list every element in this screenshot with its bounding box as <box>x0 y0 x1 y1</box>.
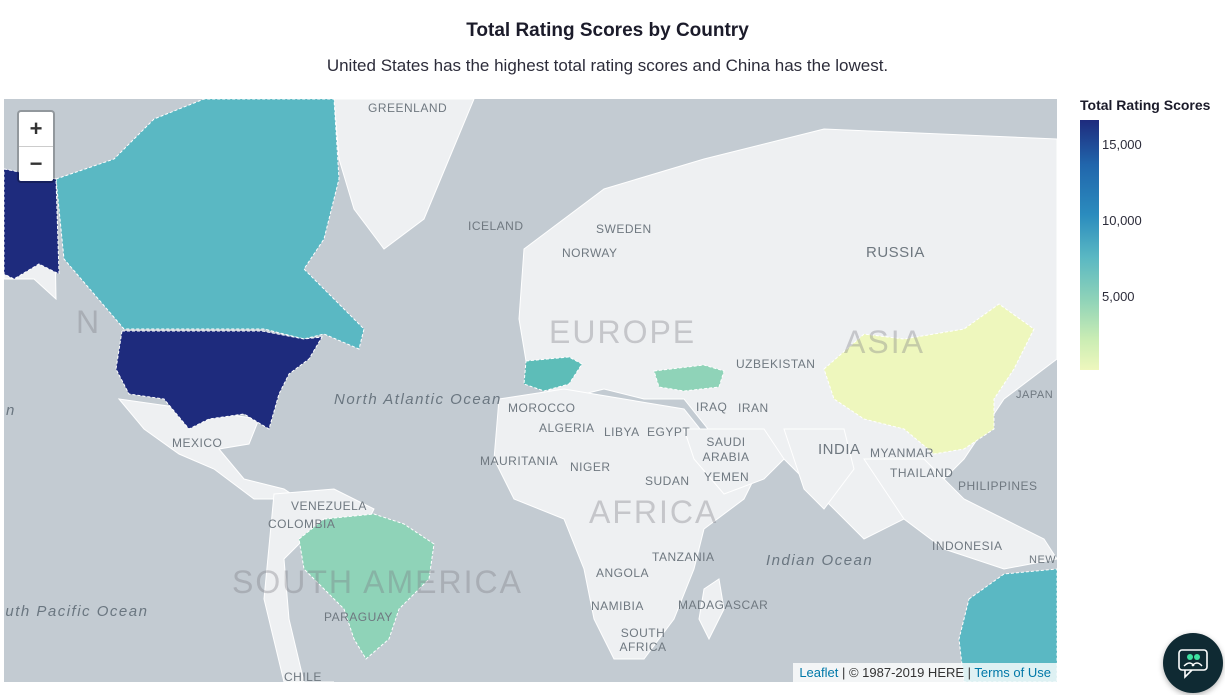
map-label-uzbekistan: UZBEKISTAN <box>736 357 816 371</box>
chart-title: Total Rating Scores by Country <box>466 20 749 41</box>
map-label-philippines: PHILIPPINES <box>958 479 1038 493</box>
terms-of-use-link[interactable]: Terms of Use <box>974 665 1051 680</box>
zoom-in-button[interactable]: + <box>29 116 43 141</box>
map-label-iran: IRAN <box>738 401 769 415</box>
chart-subtitle: United States has the highest total rati… <box>326 56 889 75</box>
map-label-colombia: COLOMBIA <box>268 517 336 531</box>
map-label-india: INDIA <box>818 441 861 458</box>
world-map[interactable]: + − N EUROPE ASIA AFRICA SOUTH AMERICA G… <box>4 99 1057 682</box>
south-america-north-shape <box>263 488 375 682</box>
map-label-norway: NORWAY <box>562 246 618 260</box>
canada-shape <box>55 99 365 350</box>
map-label-asia: ASIA <box>844 324 925 360</box>
map-label-greenland: GREENLAND <box>368 101 448 115</box>
map-label-sudan: SUDAN <box>645 474 690 488</box>
map-label-saudi-arabia: SAUDI ARABIA <box>702 435 750 464</box>
legend-tick-10000: 10,000 <box>1102 213 1142 228</box>
map-label-russia: RUSSIA <box>866 244 925 261</box>
leaflet-link[interactable]: Leaflet <box>799 665 839 680</box>
map-label-algeria: ALGERIA <box>539 421 595 435</box>
zoom-control: + − <box>17 110 55 183</box>
map-label-mauritania: MAURITANIA <box>480 454 559 468</box>
map-label-left-fragment: n <box>6 402 16 419</box>
australia-shape <box>958 568 1057 682</box>
map-label-angola: ANGOLA <box>596 566 650 580</box>
zoom-out-button[interactable]: − <box>19 146 53 181</box>
india-shape <box>783 428 855 510</box>
attribution-copyright: | © 1987-2019 HERE | <box>838 665 975 680</box>
alaska-us-shape <box>4 168 60 280</box>
legend-color-scale <box>1080 120 1099 370</box>
chat-support-icon <box>1178 649 1208 679</box>
map-label-indian-ocean: Indian Ocean <box>766 552 874 569</box>
map-label-new-fragment: NEW <box>1029 554 1057 566</box>
map-label-africa: AFRICA <box>589 494 719 530</box>
legend-title: Total Rating Scores <box>1080 97 1211 113</box>
chat-support-button[interactable] <box>1163 633 1223 693</box>
united-states-shape <box>115 330 323 430</box>
map-label-mexico: MEXICO <box>172 436 223 450</box>
map-label-chile: CHILE <box>284 670 322 682</box>
legend-tick-5000: 5,000 <box>1102 289 1135 304</box>
map-label-morocco: MOROCCO <box>508 401 576 415</box>
map-label-north-america-fragment: N <box>76 304 102 340</box>
map-label-japan: JAPAN <box>1016 389 1054 401</box>
map-label-yemen: YEMEN <box>704 470 750 484</box>
map-svg <box>4 99 1057 682</box>
map-label-thailand: THAILAND <box>890 466 954 480</box>
arabia-shape <box>683 428 785 495</box>
map-label-venezuela: VENEZUELA <box>291 499 367 513</box>
map-label-niger: NIGER <box>570 460 611 474</box>
brazil-shape <box>298 513 435 660</box>
map-attribution: Leaflet | © 1987-2019 HERE | Terms of Us… <box>793 663 1057 682</box>
map-label-south-pacific-ocean: South Pacific Ocean <box>4 603 149 620</box>
spain-shape <box>523 356 583 392</box>
map-label-north-atlantic-ocean: North Atlantic Ocean <box>334 391 502 408</box>
map-label-egypt: EGYPT <box>647 425 691 439</box>
map-label-iceland: ICELAND <box>468 219 524 233</box>
map-label-europe: EUROPE <box>549 314 697 350</box>
china-shape <box>823 303 1035 455</box>
map-label-sweden: SWEDEN <box>596 222 652 236</box>
map-label-iraq: IRAQ <box>696 400 728 414</box>
map-label-madagascar: MADAGASCAR <box>678 598 769 612</box>
map-label-libya: LIBYA <box>604 425 640 439</box>
map-label-tanzania: TANZANIA <box>652 550 715 564</box>
turkey-shape <box>653 364 725 392</box>
southeast-asia-shape <box>863 458 1057 570</box>
map-label-namibia: NAMIBIA <box>591 599 644 613</box>
map-label-south-africa: SOUTH AFRICA <box>619 626 667 654</box>
map-label-myanmar: MYANMAR <box>870 446 934 460</box>
greenland-shape <box>333 99 475 250</box>
legend-tick-15000: 15,000 <box>1102 137 1142 152</box>
map-label-indonesia: INDONESIA <box>932 539 1003 553</box>
map-label-paraguay: PARAGUAY <box>324 610 393 624</box>
madagascar-shape <box>698 578 725 641</box>
map-label-south-america: SOUTH AMERICA <box>232 564 523 600</box>
